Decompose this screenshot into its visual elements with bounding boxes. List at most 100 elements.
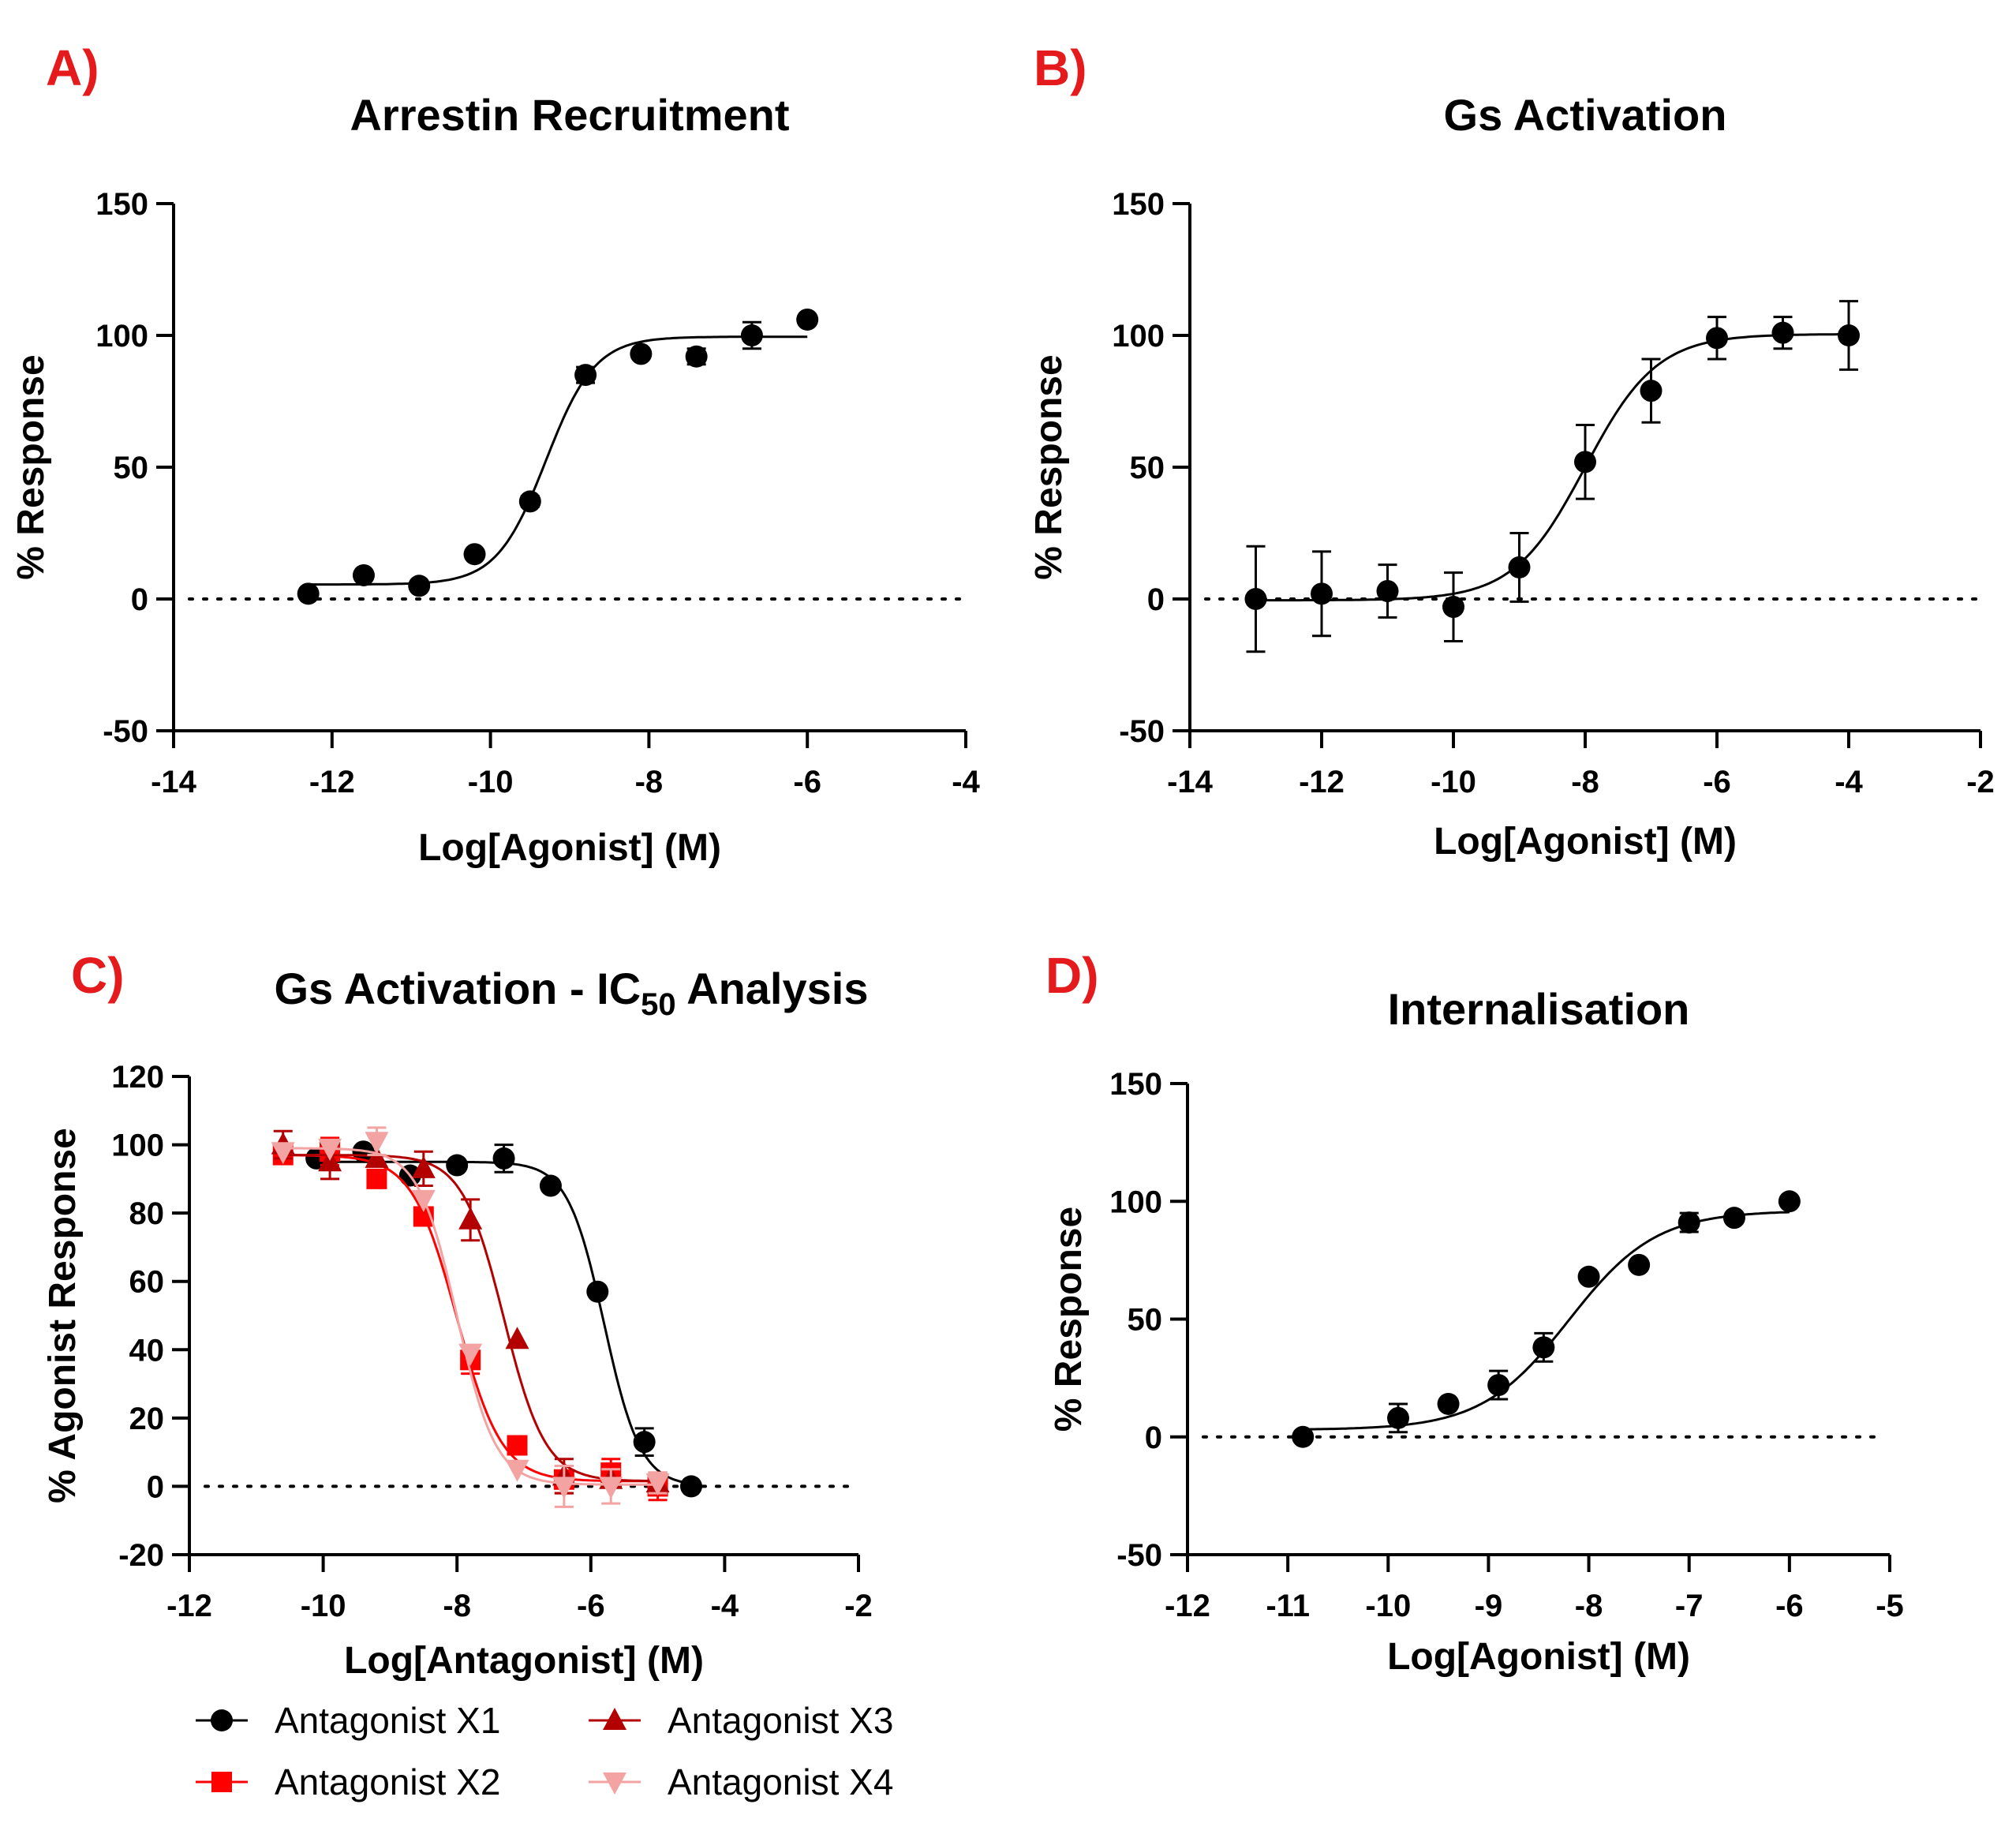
panel-c-gs-activation-ic50: C) Gs Activation - IC50 Analysis -20 0 20 40 6… <box>42 947 873 1682</box>
y-tick-label: 60 <box>129 1265 165 1300</box>
fit-curve <box>282 1147 658 1486</box>
data-point <box>458 1207 483 1230</box>
y-tick-label: 80 <box>129 1196 165 1231</box>
fit-curve <box>1255 333 1850 602</box>
y-tick-label: 0 <box>131 582 148 617</box>
legend-label: Antagonist X4 <box>668 1761 893 1802</box>
legend-item: Antagonist X1 <box>196 1700 500 1741</box>
series-agonist <box>1244 300 1860 653</box>
data-point <box>1722 1207 1745 1230</box>
y-tick-label: 20 <box>129 1402 165 1436</box>
x-tick-label: -5 <box>1876 1589 1904 1623</box>
data-point <box>318 1138 342 1161</box>
data-point <box>539 1174 562 1197</box>
x-axis-title: Log[Agonist] (M) <box>418 827 721 869</box>
x-tick-label: -4 <box>952 765 980 799</box>
series-antagonist-x3 <box>271 1129 670 1495</box>
y-tick-label: 50 <box>1130 451 1165 485</box>
y-tick-label: 0 <box>147 1469 164 1504</box>
data-point <box>685 345 708 368</box>
x-tick-label: -6 <box>793 765 821 799</box>
y-tick-label: 120 <box>111 1060 164 1095</box>
legend-label: Antagonist X1 <box>275 1700 500 1741</box>
x-tick-label: -8 <box>1571 765 1599 799</box>
x-tick-label: -9 <box>1475 1589 1503 1623</box>
legend-item: Antagonist X3 <box>589 1700 893 1741</box>
data-point <box>365 1132 389 1155</box>
panel-title: Internalisation <box>1388 984 1690 1034</box>
x-tick-label: -6 <box>1775 1589 1804 1623</box>
data-point <box>352 563 375 586</box>
data-point <box>505 1327 529 1349</box>
series-agonist <box>297 308 819 605</box>
data-point <box>1778 1190 1801 1213</box>
data-point <box>1838 324 1860 346</box>
y-tick-label: 100 <box>1112 319 1165 354</box>
x-tick-label: -14 <box>1167 765 1214 799</box>
data-point <box>1577 1265 1600 1288</box>
x-tick-label: -12 <box>166 1589 212 1623</box>
fit-curve <box>1303 1211 1790 1431</box>
legend-label: Antagonist X2 <box>275 1761 500 1802</box>
x-tick-label: -12 <box>1299 765 1345 799</box>
data-point <box>1706 327 1728 350</box>
x-tick-label: -4 <box>1835 765 1863 799</box>
panel-letter: D) <box>1045 947 1099 1004</box>
panel-title: Gs Activation <box>1444 90 1727 140</box>
x-tick-label: -14 <box>151 765 197 799</box>
y-tick-label: -50 <box>103 714 148 749</box>
y-tick-label: 150 <box>1112 187 1165 222</box>
y-axis-title: % Response <box>10 354 52 579</box>
x-tick-label: -12 <box>309 765 355 799</box>
data-point <box>552 1477 576 1499</box>
data-point <box>1678 1211 1700 1234</box>
data-point <box>366 1168 387 1189</box>
legend-item: Antagonist X2 <box>196 1761 500 1802</box>
x-tick-label: -12 <box>1165 1589 1210 1623</box>
x-axis-title: Log[Agonist] (M) <box>1434 821 1737 863</box>
panel-title: Arrestin Recruitment <box>350 90 789 140</box>
data-point <box>297 582 320 605</box>
data-point <box>458 1343 483 1366</box>
panel-letter: A) <box>46 39 99 96</box>
series-antagonist-x2 <box>272 1136 668 1502</box>
x-tick-label: -11 <box>1266 1589 1310 1623</box>
data-point <box>1376 579 1399 602</box>
data-point <box>599 1477 623 1499</box>
legend-marker <box>603 1772 626 1795</box>
y-tick-label: 150 <box>1109 1067 1162 1102</box>
y-tick-label: 100 <box>1109 1185 1162 1219</box>
data-point <box>507 1435 528 1456</box>
legend-marker <box>603 1708 626 1730</box>
x-axis-title: Log[Antagonist] (M) <box>344 1640 704 1682</box>
y-tick-label: 150 <box>95 187 148 222</box>
x-tick-label: -10 <box>468 765 514 799</box>
title-suffix: Analysis <box>676 964 869 1013</box>
series-antagonist-x4 <box>271 1126 670 1508</box>
data-point <box>446 1154 469 1177</box>
data-point <box>1387 1406 1409 1429</box>
y-axis-title: % Response <box>1028 354 1070 579</box>
title-main: Gs Activation - IC <box>275 964 641 1013</box>
fit-curve <box>308 335 808 586</box>
series-agonist <box>1292 1190 1801 1448</box>
data-point <box>1574 451 1596 474</box>
panel-letter: B) <box>1034 39 1087 96</box>
legend-label: Antagonist X3 <box>668 1700 893 1741</box>
data-point <box>463 543 486 566</box>
panel-title: Gs Activation - IC50 Analysis <box>275 964 869 1022</box>
data-point <box>1442 596 1464 619</box>
data-point <box>586 1280 609 1303</box>
y-tick-label: 50 <box>1128 1303 1163 1338</box>
panel-d-internalisation: D) Internalisation -50 0 50 100 150 -12 -11 -10 -9… <box>1045 947 1904 1678</box>
y-tick-label: 0 <box>1145 1421 1162 1455</box>
data-point <box>574 364 597 387</box>
y-axis-title: % Response <box>1048 1207 1090 1432</box>
x-tick-label: -8 <box>1575 1589 1603 1623</box>
legend-marker <box>211 1709 233 1731</box>
panel-b-gs-activation: B) Gs Activation -50 0 50 100 150 -14 -12 -10 -8 -6… <box>1028 39 1995 863</box>
y-tick-label: -20 <box>118 1538 164 1573</box>
legend-marker <box>211 1772 232 1792</box>
x-tick-label: -10 <box>1431 765 1476 799</box>
